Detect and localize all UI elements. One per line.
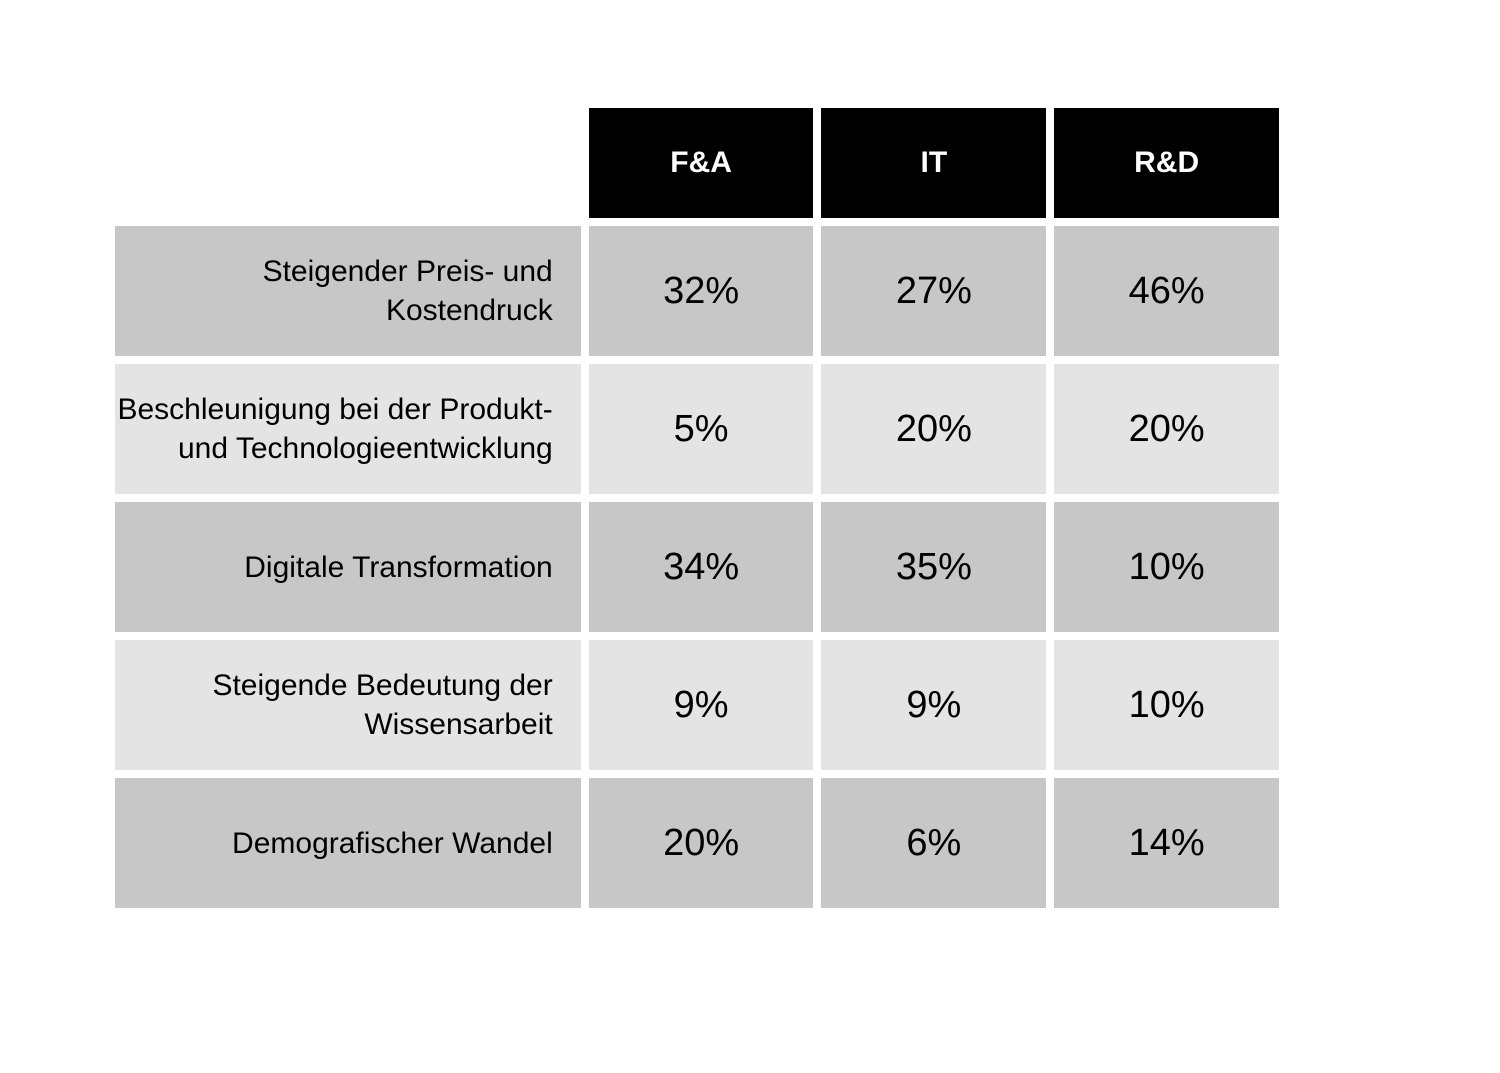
data-cell: 10% — [1054, 640, 1279, 770]
table-row: Digitale Transformation 34% 35% 10% — [115, 502, 1279, 632]
table-row: Demografischer Wandel 20% 6% 14% — [115, 778, 1279, 908]
data-cell: 20% — [821, 364, 1046, 494]
row-label: Demografischer Wandel — [115, 778, 581, 908]
col-header-rd: R&D — [1054, 108, 1279, 218]
data-cell: 20% — [589, 778, 814, 908]
data-cell: 27% — [821, 226, 1046, 356]
row-label: Digitale Transformation — [115, 502, 581, 632]
data-cell: 10% — [1054, 502, 1279, 632]
row-label: Beschleunigung bei der Produkt- und Tech… — [115, 364, 581, 494]
data-cell: 46% — [1054, 226, 1279, 356]
table-row: Steigende Bedeutung der Wissensarbeit 9%… — [115, 640, 1279, 770]
row-label: Steigender Preis- und Kostendruck — [115, 226, 581, 356]
data-cell: 34% — [589, 502, 814, 632]
data-cell: 20% — [1054, 364, 1279, 494]
table-row: Beschleunigung bei der Produkt- und Tech… — [115, 364, 1279, 494]
data-cell: 35% — [821, 502, 1046, 632]
table-row: Steigender Preis- und Kostendruck 32% 27… — [115, 226, 1279, 356]
data-cell: 14% — [1054, 778, 1279, 908]
data-cell: 32% — [589, 226, 814, 356]
header-row: F&A IT R&D — [115, 108, 1279, 218]
data-cell: 6% — [821, 778, 1046, 908]
data-cell: 9% — [821, 640, 1046, 770]
col-header-fa: F&A — [589, 108, 814, 218]
data-cell: 9% — [589, 640, 814, 770]
data-table: F&A IT R&D Steigender Preis- und Kostend… — [107, 100, 1287, 916]
row-label: Steigende Bedeutung der Wissensarbeit — [115, 640, 581, 770]
corner-cell — [115, 108, 581, 218]
data-cell: 5% — [589, 364, 814, 494]
col-header-it: IT — [821, 108, 1046, 218]
data-table-container: F&A IT R&D Steigender Preis- und Kostend… — [107, 100, 1287, 916]
